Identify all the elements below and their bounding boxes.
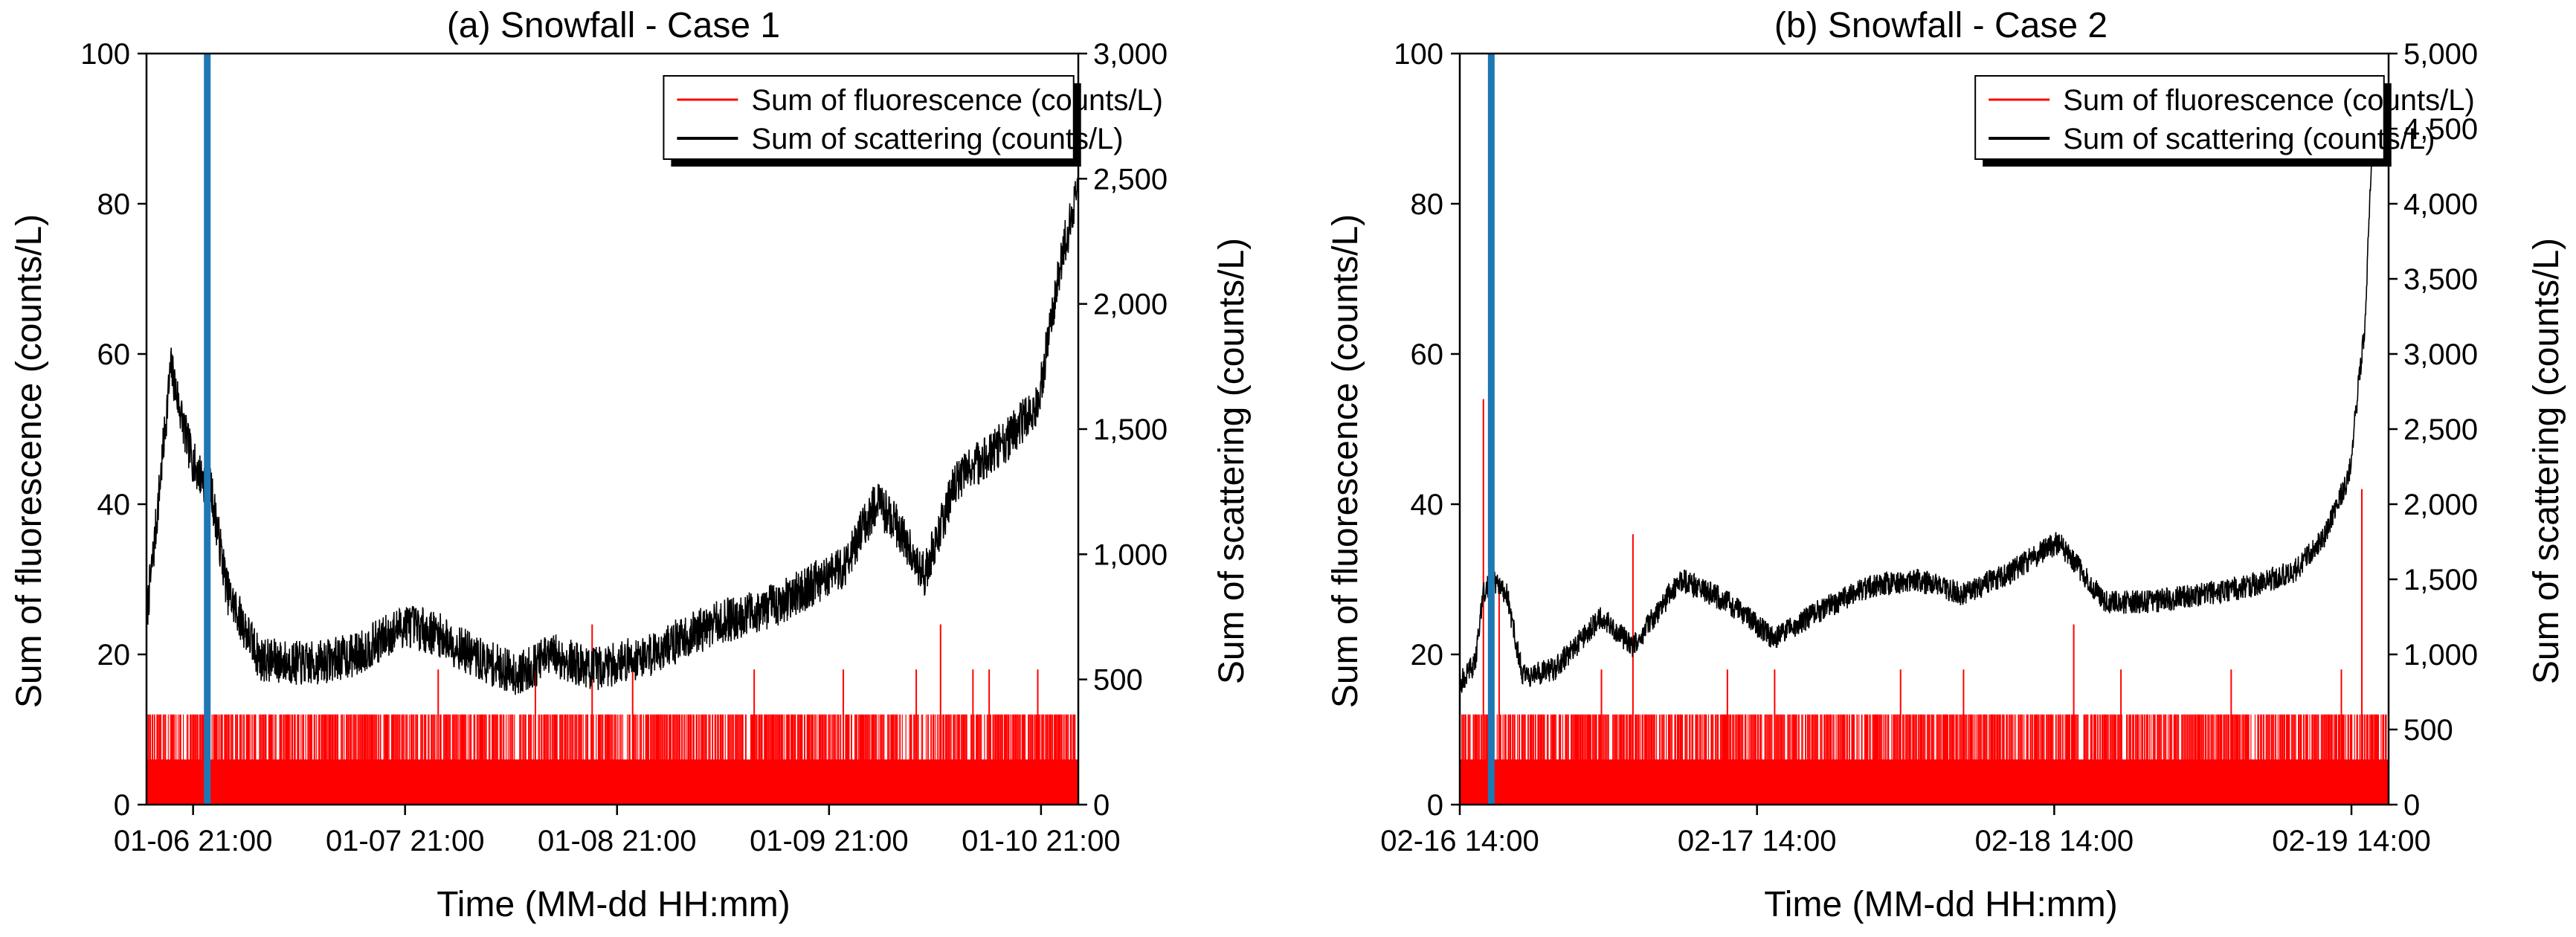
y-right-tick-label: 2,000 [1093, 289, 1168, 321]
y-axis-right-label: Sum of scattering (counts/L) [1212, 238, 1252, 684]
y-right-tick-label: 1,000 [1093, 538, 1168, 571]
y-right-tick-label: 0 [2403, 789, 2420, 822]
y-axis-left-label: Sum of fluorescence (counts/L) [1326, 214, 1365, 708]
y-right-tick-label: 1,500 [2403, 564, 2478, 596]
y-right-tick-label: 500 [2403, 714, 2453, 747]
x-tick-label: 01-08 21:00 [538, 825, 697, 857]
legend-entry: Sum of scattering (counts/L) [751, 123, 1123, 155]
legend: Sum of fluorescence (counts/L) Sum of sc… [1974, 75, 2475, 167]
fluorescence-base [146, 759, 1078, 805]
y-right-tick-label: 2,000 [2403, 489, 2478, 521]
y-left-tick-label: 60 [1411, 338, 1444, 371]
x-tick-label: 02-16 14:00 [1380, 825, 1539, 857]
y-left-tick-label: 40 [97, 489, 131, 521]
x-tick-label: 02-18 14:00 [1975, 825, 2134, 857]
y-left-tick-label: 100 [80, 38, 130, 71]
y-left-tick-label: 80 [1411, 188, 1444, 221]
fluorescence-series [146, 624, 1078, 805]
fluorescence-base [1460, 759, 2389, 805]
chart-title: (b) Snowfall - Case 2 [1774, 6, 2108, 45]
legend-entry: Sum of scattering (counts/L) [2063, 123, 2435, 155]
y-right-tick-label: 3,000 [2403, 338, 2478, 371]
y-right-tick-label: 2,500 [1093, 163, 1168, 196]
y-right-tick-label: 1,500 [1093, 413, 1168, 446]
legend-entry: Sum of fluorescence (counts/L) [751, 84, 1163, 117]
x-tick-label: 02-17 14:00 [1678, 825, 1837, 857]
y-right-tick-label: 500 [1093, 664, 1143, 697]
scattering-line [146, 176, 1079, 695]
x-axis-label: Time (MM-dd HH:mm) [1764, 885, 2118, 924]
y-left-tick-label: 100 [1394, 38, 1443, 71]
legend: Sum of fluorescence (counts/L) Sum of sc… [663, 75, 1163, 167]
x-tick-label: 01-07 21:00 [326, 825, 485, 857]
y-left-tick-label: 60 [97, 338, 131, 371]
y-right-tick-label: 5,000 [2403, 38, 2478, 71]
x-tick-label: 01-10 21:00 [962, 825, 1121, 857]
legend-entry: Sum of fluorescence (counts/L) [2063, 84, 2475, 117]
y-right-tick-label: 4,500 [2403, 113, 2478, 146]
fluorescence-series [1460, 399, 2389, 805]
x-tick-label: 01-09 21:00 [750, 825, 909, 857]
y-right-tick-label: 3,500 [2403, 263, 2478, 296]
y-right-tick-label: 1,000 [2403, 639, 2478, 672]
y-left-tick-label: 20 [97, 639, 131, 672]
y-axis-right-label: Sum of scattering (counts/L) [2527, 238, 2566, 684]
x-axis-label: Time (MM-dd HH:mm) [437, 885, 790, 924]
x-tick-label: 02-19 14:00 [2272, 825, 2431, 857]
y-axis-left-label: Sum of fluorescence (counts/L) [10, 214, 49, 708]
chart-panel-a: (a) Snowfall - Case 1 Time (MM-dd HH:mm)… [10, 6, 1252, 924]
chart-title: (a) Snowfall - Case 1 [447, 6, 780, 45]
y-left-tick-label: 40 [1411, 489, 1444, 521]
y-left-tick-label: 20 [1411, 639, 1444, 672]
y-right-tick-label: 0 [1093, 789, 1110, 822]
y-left-tick-label: 0 [1427, 789, 1443, 822]
x-tick-label: 01-06 21:00 [114, 825, 273, 857]
chart-panel-b: (b) Snowfall - Case 2 Time (MM-dd HH:mm)… [1326, 6, 2566, 924]
y-left-tick-label: 80 [97, 188, 131, 221]
scattering-line [1459, 116, 2389, 693]
y-left-tick-label: 0 [114, 789, 130, 822]
y-right-tick-label: 4,000 [2403, 188, 2478, 221]
y-right-tick-label: 3,000 [1093, 38, 1168, 71]
y-right-tick-label: 2,500 [2403, 413, 2478, 446]
